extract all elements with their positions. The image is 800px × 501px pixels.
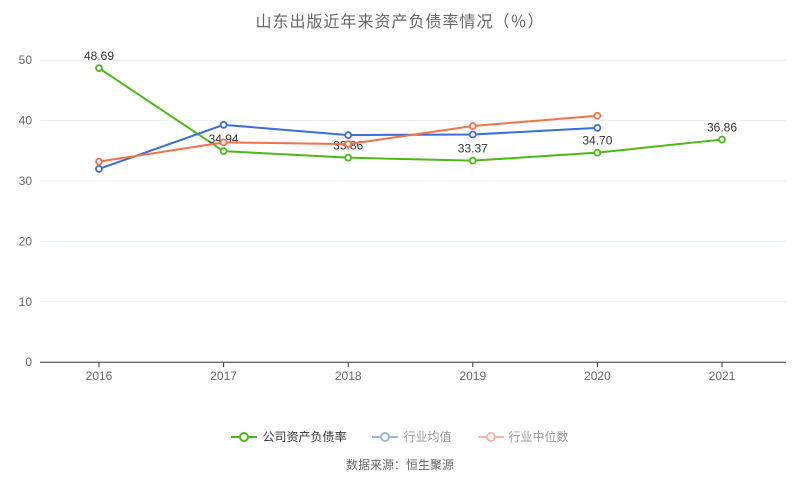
data-point-company-ratio <box>718 135 726 144</box>
legend-label: 公司资产负债率 <box>262 430 347 444</box>
data-point-industry-median <box>468 122 477 130</box>
legend-label: 行业中位数 <box>508 430 569 444</box>
data-label-company-ratio: 34.70 <box>582 134 612 148</box>
legend-label: 行业均值 <box>403 430 452 444</box>
data-point-company-ratio <box>219 147 228 156</box>
legend-item-company-ratio[interactable]: 公司资产负债率 <box>231 428 346 445</box>
data-point-industry-median <box>219 138 228 147</box>
y-axis-tick-label: 0 <box>25 355 32 369</box>
x-axis-tick-label: 2020 <box>584 369 611 383</box>
legend-item-industry-mean[interactable]: 行业均值 <box>372 428 452 445</box>
y-axis-tick-label: 40 <box>19 114 33 128</box>
legend-marker-icon <box>372 431 399 442</box>
x-axis-tick-label: 2019 <box>459 369 486 383</box>
series-line-company-ratio <box>98 67 723 162</box>
data-label-company-ratio: 33.37 <box>458 142 488 156</box>
x-axis-tick-label: 2016 <box>86 369 113 383</box>
data-point-industry-mean <box>468 130 477 139</box>
legend-item-industry-median[interactable]: 行业中位数 <box>477 428 569 445</box>
data-point-industry-median <box>95 157 103 166</box>
chart-title: 山东出版近年来资产负债率情况（％） <box>255 14 545 31</box>
data-point-industry-mean <box>95 165 103 173</box>
legend: 公司资产负债率 行业均值 行业中位数 <box>0 428 800 445</box>
y-axis-tick-label: 20 <box>19 234 33 248</box>
y-axis-tick-label: 50 <box>19 53 33 67</box>
line-chart: 0 10 20 30 40 50 2016 2017 2018 2019 2020 2021 48.69… <box>19 49 786 383</box>
legend-marker-icon <box>231 431 258 442</box>
data-point-company-ratio <box>95 64 103 73</box>
x-axis-tick-label: 2021 <box>709 369 736 383</box>
data-point-company-ratio <box>593 148 602 157</box>
data-point-company-ratio <box>468 156 477 165</box>
x-axis-tick-label: 2017 <box>210 369 237 383</box>
data-point-industry-mean <box>219 120 228 129</box>
y-axis-tick-label: 30 <box>19 174 33 188</box>
data-source-label: 数据来源：恒生聚源 <box>345 458 454 472</box>
data-point-industry-median <box>344 140 353 149</box>
legend-marker-icon <box>477 431 504 442</box>
x-axis-tick-label: 2018 <box>335 369 362 383</box>
data-label-company-ratio: 48.69 <box>84 49 114 63</box>
y-axis-tick-label: 10 <box>19 295 33 309</box>
data-point-industry-mean <box>593 123 602 132</box>
data-point-company-ratio <box>344 153 353 162</box>
data-label-company-ratio: 36.86 <box>707 121 737 135</box>
data-point-industry-mean <box>344 131 353 139</box>
data-point-industry-median <box>593 111 602 120</box>
